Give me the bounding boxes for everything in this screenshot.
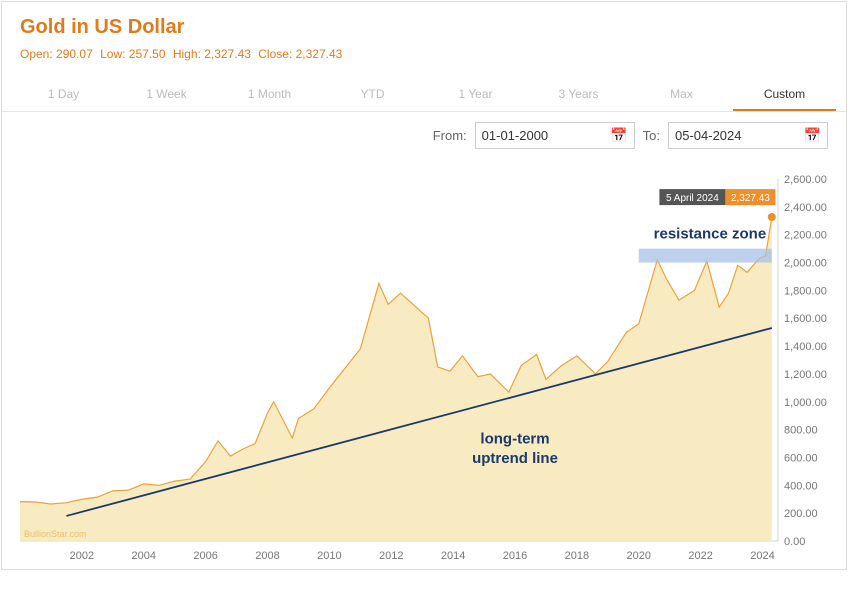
svg-text:2004: 2004: [132, 550, 156, 562]
date-range-row: From: 01-01-2000 📅 To: 05-04-2024 📅: [2, 112, 846, 153]
tab-1-month[interactable]: 1 Month: [218, 79, 321, 111]
low-value: 257.50: [129, 47, 166, 61]
ohlc-row: Open: 290.07 Low: 257.50 High: 2,327.43 …: [20, 47, 828, 61]
svg-text:2,200.00: 2,200.00: [784, 230, 827, 242]
chart-card: Gold in US Dollar Open: 290.07 Low: 257.…: [1, 1, 847, 570]
svg-text:400.00: 400.00: [784, 480, 818, 492]
svg-text:2018: 2018: [565, 550, 589, 562]
svg-text:1,400.00: 1,400.00: [784, 341, 827, 353]
to-date-value: 05-04-2024: [675, 128, 742, 143]
from-label: From:: [433, 128, 467, 143]
svg-text:2008: 2008: [255, 550, 279, 562]
tab-1-year[interactable]: 1 Year: [424, 79, 527, 111]
svg-text:0.00: 0.00: [784, 536, 805, 548]
svg-text:2,400.00: 2,400.00: [784, 202, 827, 214]
calendar-icon[interactable]: 📅: [610, 127, 627, 144]
chart-header: Gold in US Dollar Open: 290.07 Low: 257.…: [2, 2, 846, 69]
calendar-icon[interactable]: 📅: [804, 127, 821, 144]
svg-text:800.00: 800.00: [784, 425, 818, 437]
svg-text:resistance zone: resistance zone: [654, 226, 767, 243]
chart-svg: 0.00 200.00 400.00 600.00 800.00 1,000.00 1,20…: [12, 159, 838, 569]
svg-text:2024: 2024: [750, 550, 774, 562]
svg-text:2012: 2012: [379, 550, 403, 562]
svg-text:2,000.00: 2,000.00: [784, 258, 827, 270]
svg-text:1,200.00: 1,200.00: [784, 369, 827, 381]
price-chart: 0.00 200.00 400.00 600.00 800.00 1,000.00 1,20…: [12, 159, 836, 569]
close-label: Close:: [258, 47, 292, 61]
tab-ytd[interactable]: YTD: [321, 79, 424, 111]
from-date-value: 01-01-2000: [482, 128, 549, 143]
svg-text:200.00: 200.00: [784, 508, 818, 520]
svg-text:2006: 2006: [193, 550, 217, 562]
to-date-input[interactable]: 05-04-2024 📅: [668, 122, 828, 149]
svg-text:1,600.00: 1,600.00: [784, 313, 827, 325]
svg-text:2,327.43: 2,327.43: [731, 193, 770, 204]
svg-text:2,600.00: 2,600.00: [784, 174, 827, 186]
svg-text:1,000.00: 1,000.00: [784, 397, 827, 409]
svg-text:uptrend line: uptrend line: [472, 450, 558, 467]
svg-text:2016: 2016: [503, 550, 527, 562]
range-tabs: 1 Day1 Week1 MonthYTD1 Year3 YearsMaxCus…: [2, 79, 846, 112]
svg-text:5 April 2024: 5 April 2024: [666, 193, 719, 204]
svg-text:600.00: 600.00: [784, 452, 818, 464]
svg-text:BullionStar.com: BullionStar.com: [24, 529, 87, 539]
to-label: To:: [643, 128, 660, 143]
high-label: High:: [173, 47, 201, 61]
svg-text:1,800.00: 1,800.00: [784, 285, 827, 297]
svg-text:2002: 2002: [70, 550, 94, 562]
open-value: 290.07: [56, 47, 93, 61]
low-label: Low:: [100, 47, 125, 61]
tab-1-day[interactable]: 1 Day: [12, 79, 115, 111]
svg-text:2010: 2010: [317, 550, 341, 562]
tab-3-years[interactable]: 3 Years: [527, 79, 630, 111]
close-value: 2,327.43: [296, 47, 343, 61]
open-label: Open:: [20, 47, 53, 61]
tab-1-week[interactable]: 1 Week: [115, 79, 218, 111]
chart-title: Gold in US Dollar: [20, 16, 828, 39]
from-date-input[interactable]: 01-01-2000 📅: [475, 122, 635, 149]
tab-max[interactable]: Max: [630, 79, 733, 111]
svg-text:long-term: long-term: [480, 431, 549, 448]
svg-text:2022: 2022: [688, 550, 712, 562]
svg-text:2020: 2020: [627, 550, 651, 562]
high-value: 2,327.43: [204, 47, 251, 61]
svg-text:2014: 2014: [441, 550, 465, 562]
tab-custom[interactable]: Custom: [733, 79, 836, 111]
